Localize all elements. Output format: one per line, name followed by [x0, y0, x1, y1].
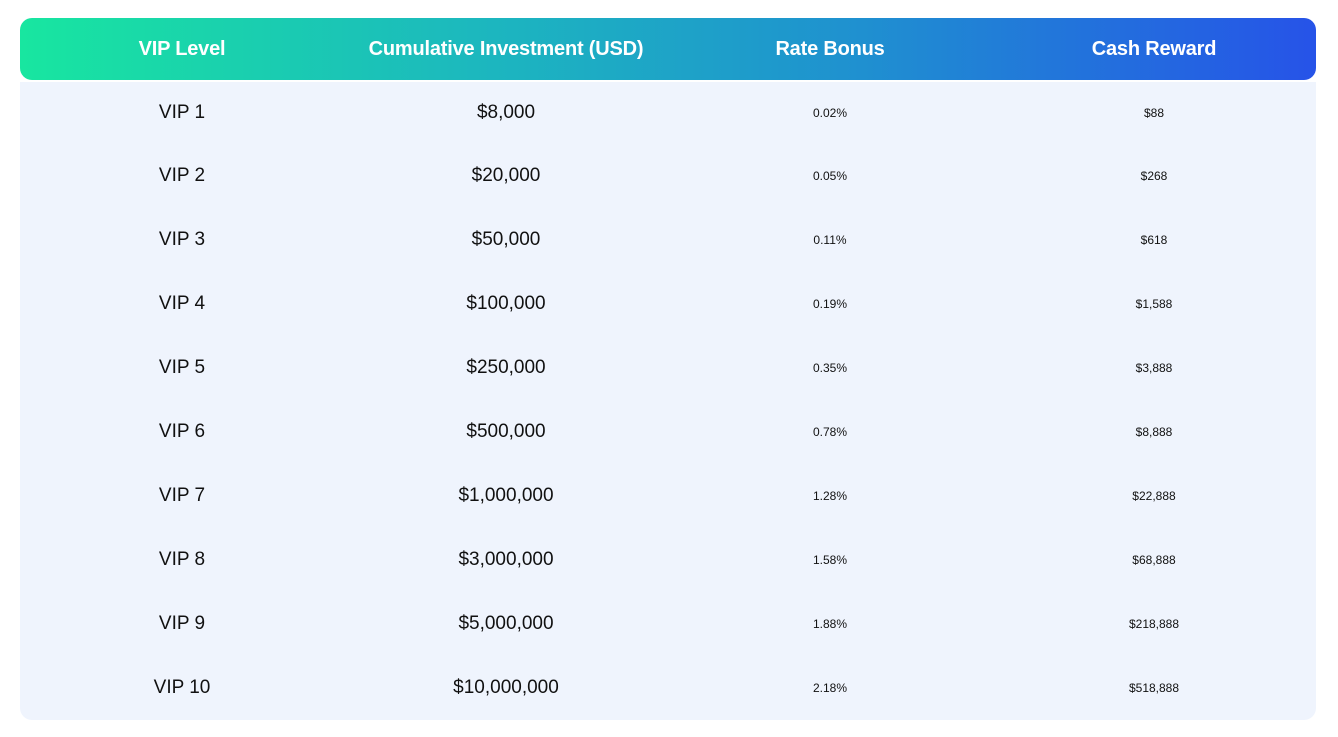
vip-level-table: VIP Level Cumulative Investment (USD) Ra…	[20, 18, 1316, 720]
vip-level-cell: VIP 9	[158, 613, 206, 634]
vip-level-cell: VIP 8	[158, 549, 206, 570]
table-row: VIP 2 $20,000 0.05% $268	[20, 144, 1316, 208]
investment-cell: $10,000,000	[453, 677, 559, 698]
table-body: VIP 1 $8,000 0.02% $88 VIP 2 $20,000 0.0…	[20, 82, 1316, 720]
rate-bonus-cell: 0.05%	[812, 169, 848, 183]
table-row: VIP 9 $5,000,000 1.88% $218,888	[20, 592, 1316, 656]
vip-level-cell: VIP 5	[158, 357, 206, 378]
vip-level-cell: VIP 10	[153, 677, 211, 698]
investment-cell: $1,000,000	[458, 485, 554, 506]
rate-bonus-cell: 2.18%	[812, 681, 848, 695]
cash-reward-cell: $8,888	[1135, 425, 1173, 439]
investment-cell: $500,000	[466, 421, 546, 442]
table-row: VIP 1 $8,000 0.02% $88	[20, 82, 1316, 144]
table-header: VIP Level Cumulative Investment (USD) Ra…	[20, 18, 1316, 80]
rate-bonus-cell: 1.28%	[812, 489, 848, 503]
vip-level-cell: VIP 6	[158, 421, 206, 442]
header-vip-level: VIP Level	[138, 37, 226, 60]
investment-cell: $5,000,000	[458, 613, 554, 634]
rate-bonus-cell: 0.11%	[813, 233, 847, 247]
vip-level-cell: VIP 3	[158, 229, 206, 250]
investment-cell: $100,000	[466, 293, 546, 314]
table-row: VIP 4 $100,000 0.19% $1,588	[20, 272, 1316, 336]
rate-bonus-cell: 0.35%	[812, 361, 848, 375]
table-row: VIP 7 $1,000,000 1.28% $22,888	[20, 464, 1316, 528]
cash-reward-cell: $218,888	[1128, 617, 1180, 631]
investment-cell: $8,000	[476, 102, 536, 123]
rate-bonus-cell: 0.78%	[812, 425, 848, 439]
table-row: VIP 6 $500,000 0.78% $8,888	[20, 400, 1316, 464]
rate-bonus-cell: 0.19%	[812, 297, 848, 311]
investment-cell: $3,000,000	[458, 549, 554, 570]
header-cumulative-investment: Cumulative Investment (USD)	[368, 37, 644, 60]
cash-reward-cell: $518,888	[1128, 681, 1180, 695]
cash-reward-cell: $618	[1140, 233, 1168, 247]
table-row: VIP 5 $250,000 0.35% $3,888	[20, 336, 1316, 400]
cash-reward-cell: $22,888	[1132, 489, 1176, 503]
header-cash-reward: Cash Reward	[1091, 37, 1217, 60]
vip-level-cell: VIP 4	[158, 293, 206, 314]
vip-level-cell: VIP 2	[158, 165, 206, 186]
investment-cell: $50,000	[471, 229, 541, 250]
cash-reward-cell: $3,888	[1135, 361, 1173, 375]
table-row: VIP 10 $10,000,000 2.18% $518,888	[20, 656, 1316, 720]
table-row: VIP 3 $50,000 0.11% $618	[20, 208, 1316, 272]
investment-cell: $250,000	[466, 357, 546, 378]
table-row: VIP 8 $3,000,000 1.58% $68,888	[20, 528, 1316, 592]
rate-bonus-cell: 1.58%	[812, 553, 848, 567]
cash-reward-cell: $68,888	[1132, 553, 1176, 567]
rate-bonus-cell: 0.02%	[812, 106, 848, 120]
header-rate-bonus: Rate Bonus	[775, 37, 885, 60]
investment-cell: $20,000	[471, 165, 541, 186]
cash-reward-cell: $88	[1143, 106, 1165, 120]
vip-level-cell: VIP 1	[158, 102, 206, 123]
rate-bonus-cell: 1.88%	[812, 617, 848, 631]
vip-level-cell: VIP 7	[158, 485, 206, 506]
cash-reward-cell: $1,588	[1135, 297, 1173, 311]
cash-reward-cell: $268	[1140, 169, 1168, 183]
